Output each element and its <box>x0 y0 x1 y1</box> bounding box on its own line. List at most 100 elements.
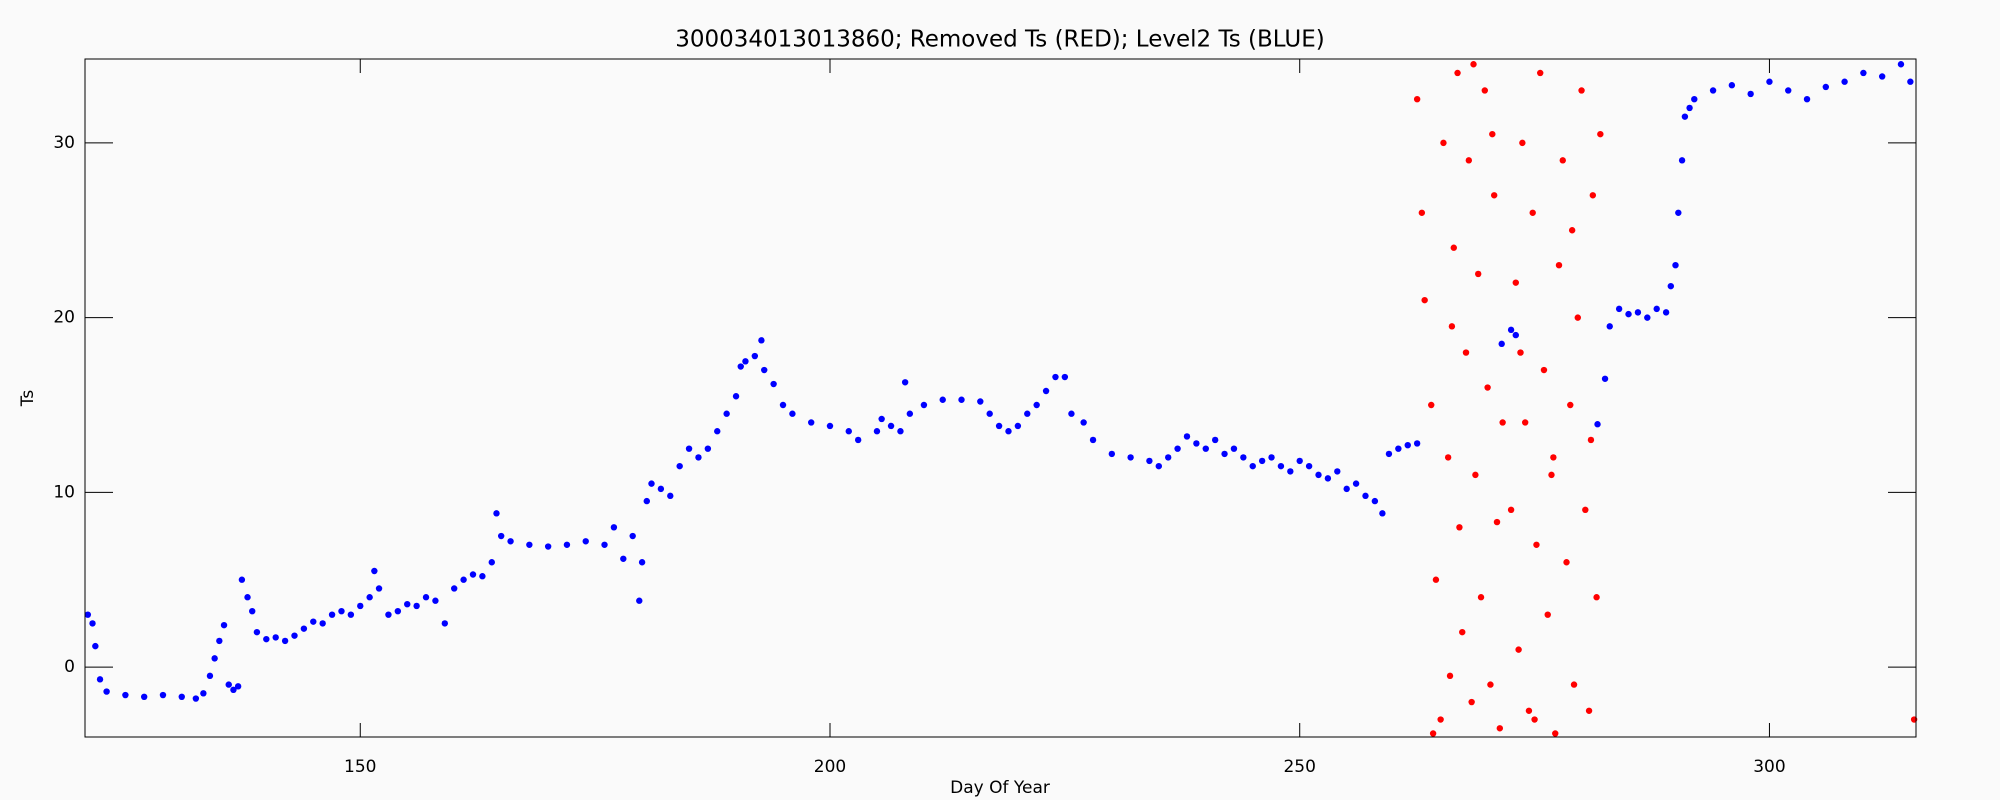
point <box>1803 95 1811 103</box>
point <box>714 428 721 435</box>
point <box>1841 78 1848 85</box>
point <box>357 602 364 610</box>
point <box>1404 441 1411 449</box>
point <box>1164 454 1172 461</box>
point <box>1454 69 1461 77</box>
point <box>375 585 383 592</box>
point <box>1548 471 1555 479</box>
point <box>1193 440 1200 447</box>
point <box>159 691 167 699</box>
point <box>563 541 571 548</box>
point <box>695 454 702 461</box>
point <box>878 415 885 423</box>
point <box>1634 309 1642 316</box>
point <box>1533 541 1540 548</box>
point <box>667 492 674 500</box>
point <box>1521 419 1529 426</box>
point <box>263 635 270 643</box>
point <box>1324 475 1332 482</box>
point <box>704 445 712 452</box>
point <box>1068 410 1075 417</box>
y-tick-label: 30 <box>53 133 75 153</box>
point <box>1766 78 1773 85</box>
point <box>140 693 148 701</box>
point <box>1563 559 1570 566</box>
point <box>638 559 646 566</box>
point <box>1174 445 1181 452</box>
point <box>422 594 430 601</box>
point <box>238 576 246 583</box>
point <box>1519 139 1526 147</box>
point <box>92 642 99 650</box>
y-tick-label: 20 <box>53 308 75 328</box>
point <box>1686 104 1693 112</box>
point <box>1249 462 1256 470</box>
point <box>1371 497 1379 505</box>
point <box>1570 681 1578 688</box>
point <box>1678 157 1686 164</box>
point <box>300 625 308 632</box>
point <box>1440 139 1447 147</box>
point <box>761 366 768 374</box>
point <box>1240 454 1247 461</box>
point <box>643 497 650 505</box>
chart-title: 300034013013860; Removed Ts (RED); Level… <box>675 27 1325 53</box>
point <box>906 410 914 417</box>
point <box>1487 681 1494 688</box>
point <box>732 393 740 400</box>
point <box>1507 506 1515 514</box>
point <box>1567 401 1574 409</box>
point <box>1421 296 1428 304</box>
point <box>103 688 110 695</box>
point <box>1258 457 1266 465</box>
point <box>1574 314 1581 321</box>
point <box>497 532 505 540</box>
point <box>1221 450 1228 458</box>
point <box>1472 471 1479 479</box>
y-axis-label: Ts <box>18 390 38 408</box>
point <box>779 401 787 409</box>
point <box>1550 454 1557 461</box>
point <box>1597 130 1604 138</box>
point <box>507 538 514 545</box>
point <box>1878 73 1886 80</box>
point <box>1033 401 1040 409</box>
point <box>122 691 129 699</box>
point <box>1512 279 1519 286</box>
point <box>1061 373 1069 381</box>
point <box>1413 95 1421 103</box>
point <box>1531 716 1538 723</box>
point <box>986 410 993 417</box>
point <box>1444 454 1452 461</box>
point <box>1470 61 1477 68</box>
point <box>347 611 355 618</box>
point <box>1860 69 1867 77</box>
point <box>192 695 200 702</box>
point <box>1625 310 1632 318</box>
point <box>1429 730 1437 737</box>
point <box>1601 375 1609 382</box>
plot-frame <box>84 58 1917 738</box>
point <box>230 686 237 694</box>
y-tick-label: 0 <box>64 657 75 677</box>
point <box>1428 401 1435 409</box>
point <box>89 620 96 627</box>
point <box>1155 462 1162 470</box>
point <box>404 600 411 608</box>
point <box>1432 576 1440 583</box>
point <box>1606 323 1613 330</box>
point <box>770 380 777 388</box>
point <box>1395 445 1402 452</box>
point <box>582 538 589 545</box>
point <box>1089 436 1097 444</box>
point <box>1675 209 1682 216</box>
point <box>1334 468 1341 475</box>
point <box>1615 305 1623 313</box>
point <box>1587 436 1595 444</box>
point <box>1362 492 1369 500</box>
point <box>544 543 552 550</box>
point <box>897 428 904 435</box>
point <box>1822 83 1830 91</box>
